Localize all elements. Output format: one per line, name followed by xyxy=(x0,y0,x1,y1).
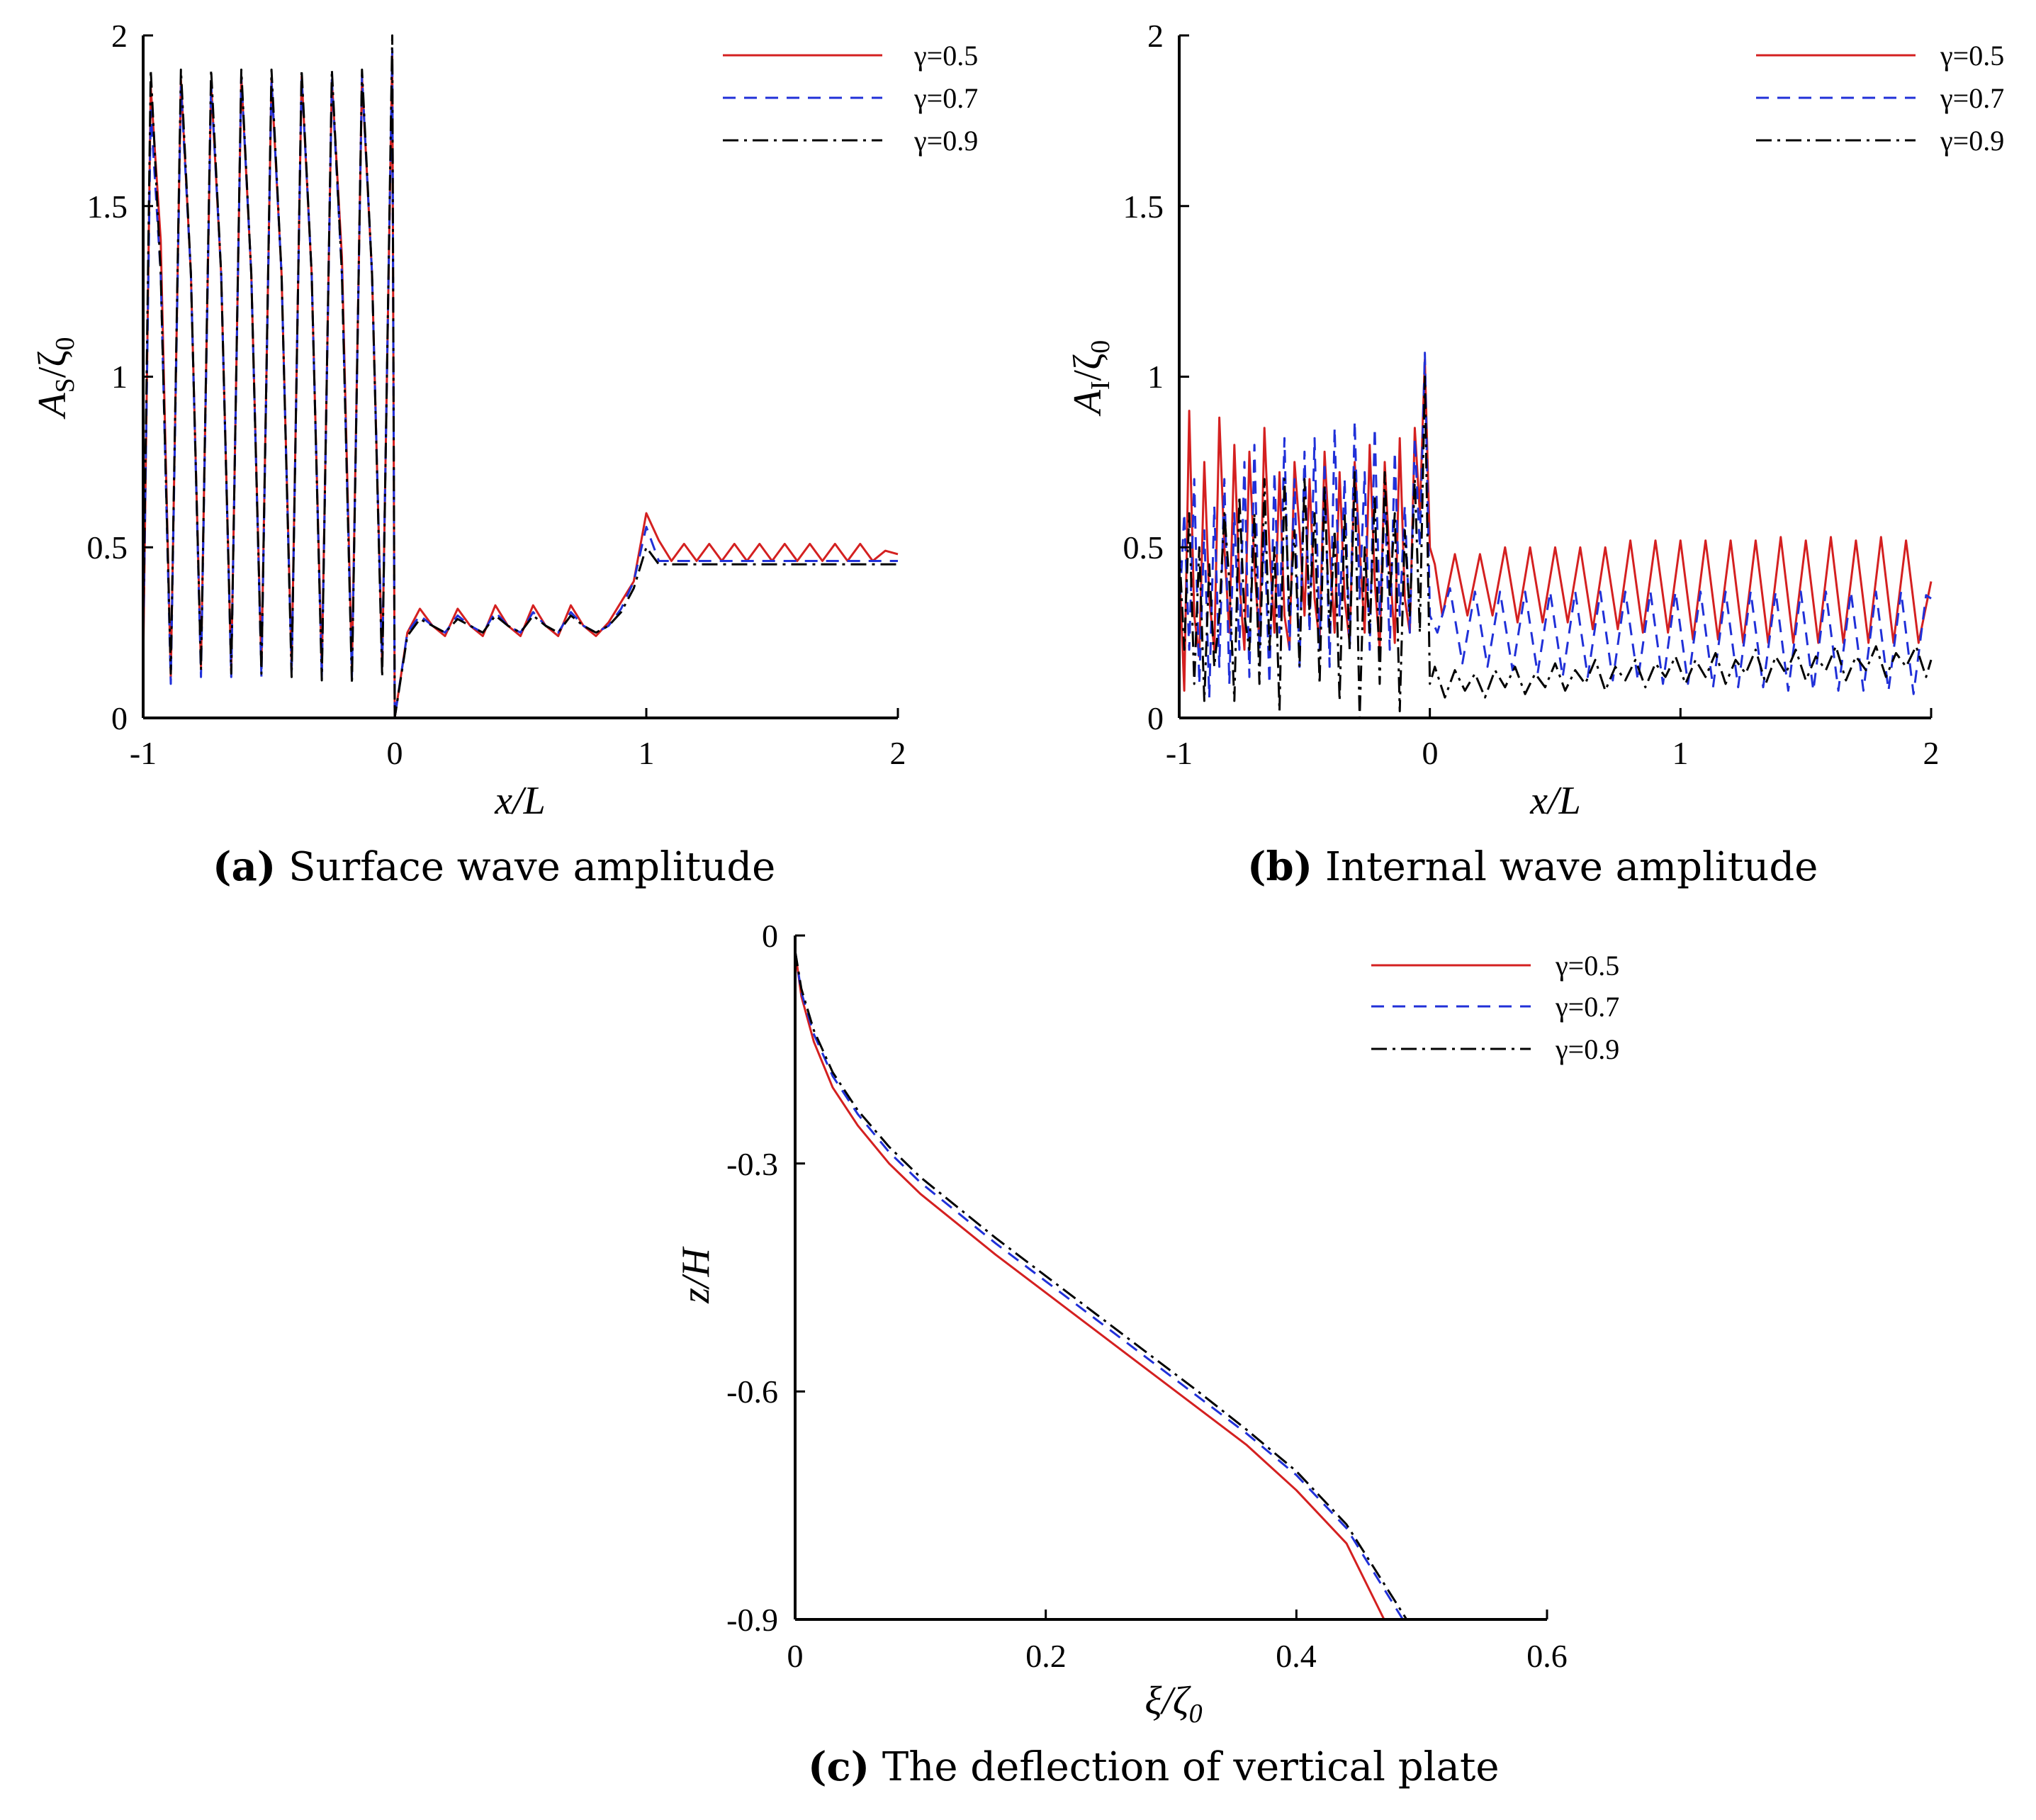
panel-a-plot-area xyxy=(143,35,898,718)
panel-b-series xyxy=(1178,352,1933,719)
panel-b-ytick: 0.5 xyxy=(1123,529,1164,566)
panel-c-ytick: -0.6 xyxy=(726,1374,778,1410)
panel-a-series-line-2 xyxy=(142,34,898,719)
panel-b-ytick: 2 xyxy=(1147,18,1164,54)
panel-a-ytick: 2 xyxy=(111,18,128,54)
panel-a-series-line-1 xyxy=(142,47,898,719)
panel-c-xlabel: ξ/ζ0 xyxy=(1144,1679,1202,1729)
panel-b-legend-label: γ=0.7 xyxy=(1940,82,2004,114)
panel-c-xtick: 0.6 xyxy=(1526,1638,1568,1674)
panel-b-legend-label: γ=0.5 xyxy=(1940,40,2004,72)
panel-a-xtick: 0 xyxy=(387,735,403,771)
panel-c-series xyxy=(794,950,1408,1620)
panel-c-caption-tag: (c) xyxy=(808,1743,870,1790)
panel-c-series-line-0 xyxy=(794,950,1385,1620)
panel-a-ticks xyxy=(142,34,899,719)
panel-a: 0 0.5 1 1.5 2 -1 0 1 2 x/L AS/ζ0 γ=0.5 γ… xyxy=(30,18,978,823)
panel-b-xlabel: x/L xyxy=(1529,779,1581,823)
panel-c-caption-text: The deflection of vertical plate xyxy=(882,1744,1500,1790)
panel-b-xtick: 2 xyxy=(1923,735,1940,771)
panel-b-ticks xyxy=(1178,34,1933,719)
panel-b-ytick: 1 xyxy=(1147,359,1164,395)
panel-c-caption: (c) The deflection of vertical plate xyxy=(808,1743,1500,1790)
panel-b-series-line-0 xyxy=(1178,358,1933,692)
panel-a-xlabel: x/L xyxy=(494,779,546,823)
panel-b-xtick: 0 xyxy=(1422,735,1439,771)
panel-a-ytick: 0 xyxy=(111,700,128,736)
panel-c: -0.9 -0.6 -0.3 0 0 0.2 0.4 0.6 ξ/ζ0 z/H … xyxy=(674,918,1619,1729)
panel-b-legend: γ=0.5 γ=0.7 γ=0.9 xyxy=(1756,40,2004,157)
panel-c-ytick: -0.3 xyxy=(726,1146,778,1182)
panel-b-series-line-2 xyxy=(1178,376,1933,719)
panel-b-xtick: -1 xyxy=(1166,735,1193,771)
panel-c-series-line-2 xyxy=(794,950,1408,1620)
panel-c-ytick: 0 xyxy=(762,918,778,954)
panel-a-caption-text: Surface wave amplitude xyxy=(288,844,776,890)
panel-b-caption-tag: (b) xyxy=(1247,843,1313,890)
panel-a-xtick: -1 xyxy=(130,735,157,771)
panel-c-series-line-1 xyxy=(794,950,1404,1620)
panel-a-ytick: 1 xyxy=(111,359,128,395)
panel-b-ylabel: AI/ζ0 xyxy=(1066,340,1115,417)
panel-c-legend-label: γ=0.9 xyxy=(1555,1033,1619,1065)
panel-c-xtick: 0.2 xyxy=(1025,1638,1067,1674)
panel-b: 0 0.5 1 1.5 2 -1 0 1 2 x/L AI/ζ0 γ=0.5 γ… xyxy=(1066,18,2004,823)
panel-a-legend-label: γ=0.5 xyxy=(913,40,978,72)
panel-a-caption-tag: (a) xyxy=(213,843,276,890)
panel-b-xtick: 1 xyxy=(1672,735,1689,771)
panel-c-legend-label: γ=0.7 xyxy=(1555,991,1619,1023)
panel-a-caption: (a) Surface wave amplitude xyxy=(213,843,775,890)
panel-a-xtick: 1 xyxy=(639,735,655,771)
panel-b-caption: (b) Internal wave amplitude xyxy=(1247,843,1818,890)
panel-b-ytick: 0 xyxy=(1147,700,1164,736)
panel-b-ytick: 1.5 xyxy=(1123,189,1164,225)
panel-a-ytick: 1.5 xyxy=(87,189,128,225)
panel-a-ylabel: AS/ζ0 xyxy=(30,337,80,420)
panel-b-legend-label: γ=0.9 xyxy=(1940,125,2004,157)
panel-c-ylabel: z/H xyxy=(674,1247,718,1304)
panel-a-ytick: 0.5 xyxy=(87,529,128,566)
panel-a-legend-label: γ=0.7 xyxy=(913,82,978,114)
panel-a-series-line-0 xyxy=(142,51,899,719)
panel-c-xtick: 0 xyxy=(787,1638,804,1674)
panel-c-ticks xyxy=(794,934,1548,1621)
panel-a-xtick: 2 xyxy=(890,735,906,771)
panel-c-legend: γ=0.5 γ=0.7 γ=0.9 xyxy=(1371,950,1619,1065)
panel-b-caption-text: Internal wave amplitude xyxy=(1324,844,1818,890)
panel-c-xtick: 0.4 xyxy=(1276,1638,1317,1674)
panel-a-legend-label: γ=0.9 xyxy=(913,125,978,157)
panel-c-legend-label: γ=0.5 xyxy=(1555,950,1619,982)
panel-a-series xyxy=(142,34,899,719)
panel-a-legend: γ=0.5 γ=0.7 γ=0.9 xyxy=(723,40,978,157)
panel-c-ytick: -0.9 xyxy=(726,1602,778,1638)
